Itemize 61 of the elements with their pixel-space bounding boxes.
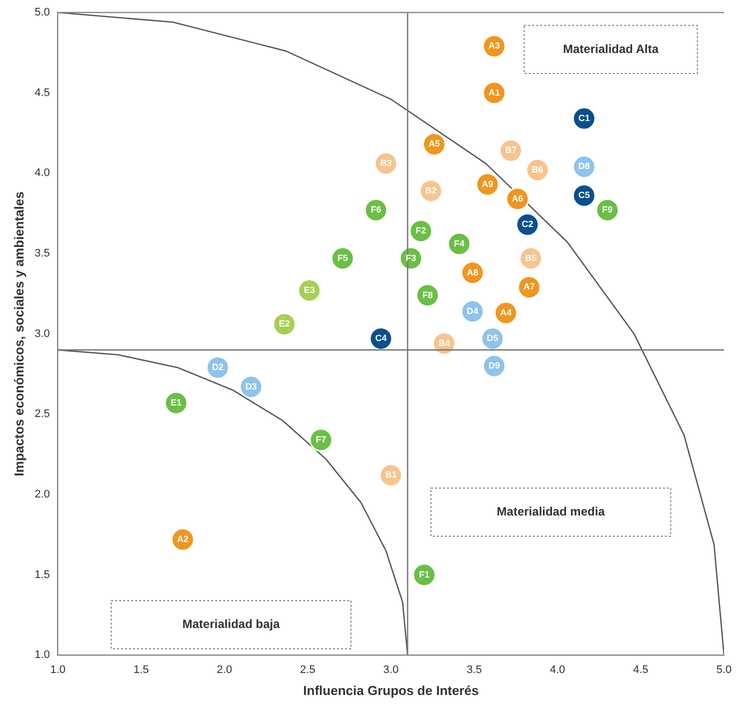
x-tick-label: 3.5	[466, 664, 482, 676]
x-tick-label: 2.0	[216, 664, 232, 676]
data-label: C4	[375, 333, 387, 344]
data-label: B3	[380, 158, 392, 168]
data-label: D9	[488, 360, 500, 370]
data-label: C5	[578, 190, 590, 200]
y-tick-label: 4.5	[34, 86, 50, 99]
y-tick-label: 1.0	[34, 649, 50, 662]
data-label: C2	[522, 219, 534, 230]
y-axis-title: Impactos económicos, sociales y ambientales	[11, 192, 26, 476]
data-label: D8	[578, 161, 590, 172]
data-label: B7	[505, 145, 517, 156]
data-label: F7	[316, 434, 326, 444]
x-tick-label: 1.5	[134, 664, 149, 676]
data-label: A3	[488, 40, 500, 51]
annotation: Materialidad Alta	[562, 42, 659, 56]
y-tick-label: 3.0	[34, 328, 50, 340]
x-tick-label: 5.0	[716, 664, 732, 676]
x-tick-label: 4.5	[633, 664, 648, 676]
annotation: Materialidad baja	[182, 616, 280, 631]
data-label: F9	[602, 204, 613, 215]
data-label: A6	[512, 193, 524, 204]
annotation: Materialidad media	[496, 504, 606, 519]
x-tick-label: 1.0	[50, 664, 66, 676]
data-label: B6	[532, 164, 544, 174]
y-tick-label: 5.0	[34, 6, 50, 19]
data-label: A2	[177, 534, 189, 544]
data-label: D5	[486, 333, 498, 344]
data-label: A4	[500, 307, 512, 318]
x-tick-label: 4.0	[550, 664, 566, 676]
data-label: F5	[337, 252, 348, 263]
y-tick-label: 1.5	[34, 568, 50, 581]
data-label: F6	[370, 204, 382, 215]
y-tick-label: 2.5	[34, 408, 50, 420]
data-label: B2	[425, 185, 437, 196]
data-label: A5	[428, 138, 440, 149]
data-label: F8	[422, 290, 433, 300]
data-label: F1	[418, 569, 430, 580]
data-label: D3	[245, 381, 257, 392]
x-tick-label: 2.5	[300, 664, 316, 676]
data-label: D4	[466, 306, 478, 316]
y-tick-label: 2.0	[34, 488, 50, 501]
data-label: E2	[278, 318, 290, 329]
data-label: F4	[454, 238, 464, 248]
data-label: A8	[466, 267, 478, 278]
data-label: D2	[212, 362, 224, 372]
data-label: A9	[482, 178, 494, 189]
data-label: F2	[416, 226, 426, 236]
data-label: E3	[304, 284, 315, 295]
data-label: F3	[406, 252, 416, 263]
x-axis-title: Influencia Grupos de Interés	[303, 682, 479, 698]
data-label: A1	[488, 87, 500, 98]
data-label: C1	[578, 113, 590, 124]
data-label: B5	[525, 252, 537, 263]
data-label: B4	[438, 338, 450, 348]
y-tick-label: 4.0	[34, 167, 50, 180]
x-tick-label: 3.0	[383, 664, 399, 676]
y-tick-label: 3.5	[34, 248, 50, 260]
data-label: A7	[523, 282, 535, 292]
data-label: E1	[170, 397, 182, 408]
data-label: B1	[385, 470, 397, 480]
